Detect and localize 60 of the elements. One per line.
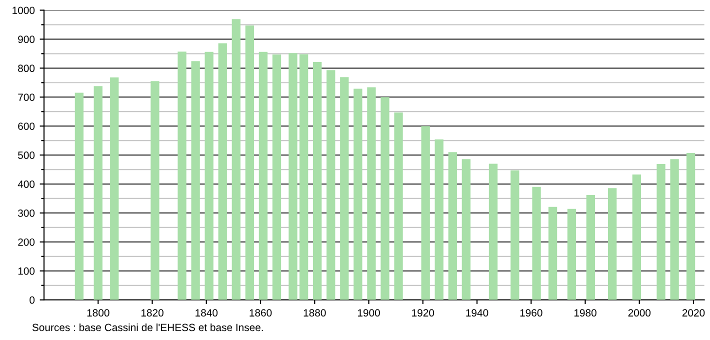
y-tick-label: 1000 <box>12 6 35 14</box>
bar <box>313 62 322 300</box>
y-tick-label: 900 <box>18 36 35 44</box>
x-tick-label: 1840 <box>196 309 218 317</box>
y-tick-label: 600 <box>18 122 35 130</box>
bar <box>245 26 254 300</box>
bar <box>288 53 298 300</box>
bar <box>204 52 214 300</box>
bar <box>510 170 520 300</box>
x-tick-label: 1940 <box>466 309 488 317</box>
bar <box>532 186 541 300</box>
bar <box>191 61 200 300</box>
bar <box>218 43 227 300</box>
bar <box>394 112 403 300</box>
y-tick-label: 800 <box>18 64 35 72</box>
bar <box>340 77 349 300</box>
x-tick-label: 1900 <box>358 309 380 317</box>
bar <box>326 70 336 300</box>
bar <box>380 97 390 300</box>
bar <box>434 139 444 300</box>
bar <box>448 152 457 300</box>
bar <box>608 188 617 300</box>
bar <box>367 87 376 300</box>
y-tick-label: 500 <box>18 152 35 159</box>
bar <box>94 86 102 300</box>
y-tick-label: 700 <box>18 94 35 101</box>
bar <box>632 174 641 300</box>
x-tick-label: 1820 <box>141 309 164 317</box>
bar <box>488 164 498 300</box>
y-tick-label: 300 <box>18 209 35 217</box>
bar <box>150 81 160 300</box>
x-tick-label: 1980 <box>574 309 596 317</box>
x-tick-label: 2020 <box>682 309 705 317</box>
bar <box>656 164 666 300</box>
bar <box>567 208 576 300</box>
x-tick-label: 1800 <box>87 309 110 317</box>
bar <box>299 54 308 300</box>
bar <box>670 159 679 300</box>
x-tick-label: 1960 <box>520 309 542 317</box>
bar <box>462 159 471 300</box>
x-tick-label: 2000 <box>628 309 651 317</box>
bar <box>586 195 595 300</box>
bar <box>232 19 240 300</box>
bar <box>548 206 558 300</box>
bar <box>258 52 268 300</box>
bar <box>74 92 84 300</box>
y-tick-label: 0 <box>30 296 35 304</box>
y-tick-label: 100 <box>18 267 35 275</box>
x-tick-label: 1860 <box>250 309 272 317</box>
bar <box>272 54 282 300</box>
x-tick-label: 1920 <box>412 309 434 317</box>
bar <box>421 126 430 300</box>
bar <box>178 52 186 300</box>
bar <box>686 153 696 300</box>
x-tick-label: 1880 <box>304 309 326 317</box>
source-note: Sources : base Cassini de l'EHESS et base Insee. <box>32 323 263 332</box>
y-tick-label: 200 <box>18 238 35 246</box>
bar <box>110 77 119 300</box>
y-tick-label: 400 <box>18 180 35 188</box>
bar <box>354 88 362 300</box>
